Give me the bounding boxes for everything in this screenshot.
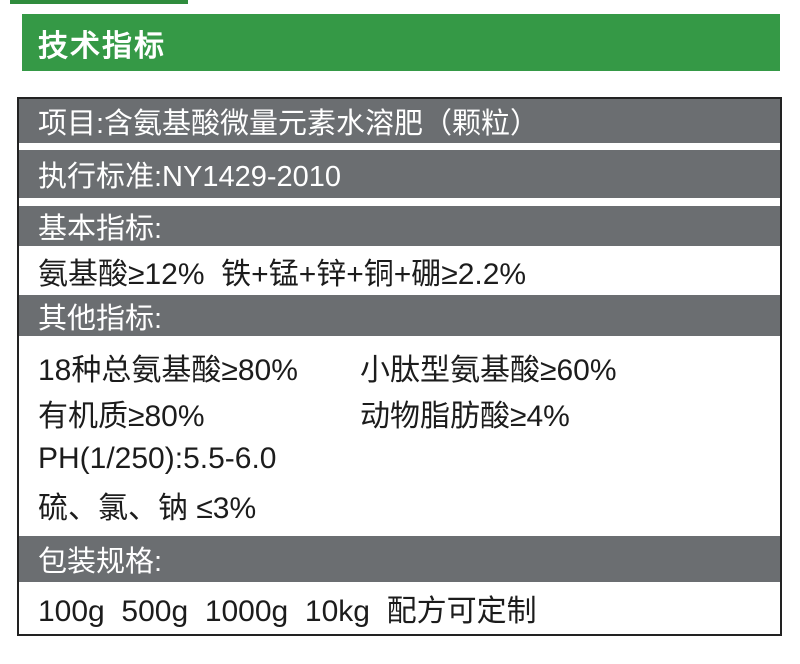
section-title-bar: 技术指标 — [22, 14, 780, 71]
table-row-other-values: 18种总氨基酸≥80% 小肽型氨基酸≥60% 有机质≥80% 动物脂肪酸≥4% … — [19, 336, 780, 536]
sulfur-chlorine-sodium-text: 硫、氯、钠 ≤3% — [38, 492, 257, 525]
row-separator — [19, 198, 780, 206]
other-header-label: 其他指标: — [38, 302, 163, 335]
packaging-header-label: 包装规格: — [38, 546, 163, 578]
row-separator — [19, 143, 780, 150]
section-title: 技术指标 — [38, 29, 166, 63]
basic-values-text: 氨基酸≥12% 铁+锰+锌+铜+硼≥2.2% — [38, 257, 527, 291]
basic-header-label: 基本指标: — [38, 213, 163, 245]
animal-fat-acid-text: 动物脂肪酸≥4% — [360, 400, 570, 433]
table-row-basic-header: 基本指标: — [19, 206, 780, 246]
table-row-packaging-values: 100g 500g 1000g 10kg 配方可定制 — [19, 582, 780, 634]
spec-table: 项目:含氨基酸微量元素水溶肥（颗粒） 执行标准:NY1429-2010 基本指标… — [17, 97, 782, 636]
table-row-project: 项目:含氨基酸微量元素水溶肥（颗粒） — [19, 99, 780, 143]
table-row-other-header: 其他指标: — [19, 295, 780, 336]
top-green-strip — [10, 0, 188, 4]
other-values-line-3: PH(1/250):5.5-6.0 — [38, 436, 780, 482]
small-peptide-text: 小肽型氨基酸≥60% — [360, 354, 617, 387]
table-row-standard: 执行标准:NY1429-2010 — [19, 150, 780, 198]
organic-matter-text: 有机质≥80% — [38, 400, 205, 433]
amino-total-text: 18种总氨基酸≥80% — [38, 354, 298, 387]
ph-text: PH(1/250):5.5-6.0 — [38, 442, 277, 475]
other-values-line-4: 硫、氯、钠 ≤3% — [38, 482, 780, 528]
standard-label: 执行标准:NY1429-2010 — [38, 161, 342, 193]
other-values-line-1: 18种总氨基酸≥80% 小肽型氨基酸≥60% — [38, 344, 780, 390]
table-row-packaging-header: 包装规格: — [19, 536, 780, 582]
project-label: 项目:含氨基酸微量元素水溶肥（颗粒） — [38, 108, 540, 140]
other-values-line-2: 有机质≥80% 动物脂肪酸≥4% — [38, 390, 780, 436]
table-row-basic-values: 氨基酸≥12% 铁+锰+锌+铜+硼≥2.2% — [19, 246, 780, 295]
packaging-values-text: 100g 500g 1000g 10kg 配方可定制 — [38, 595, 537, 628]
